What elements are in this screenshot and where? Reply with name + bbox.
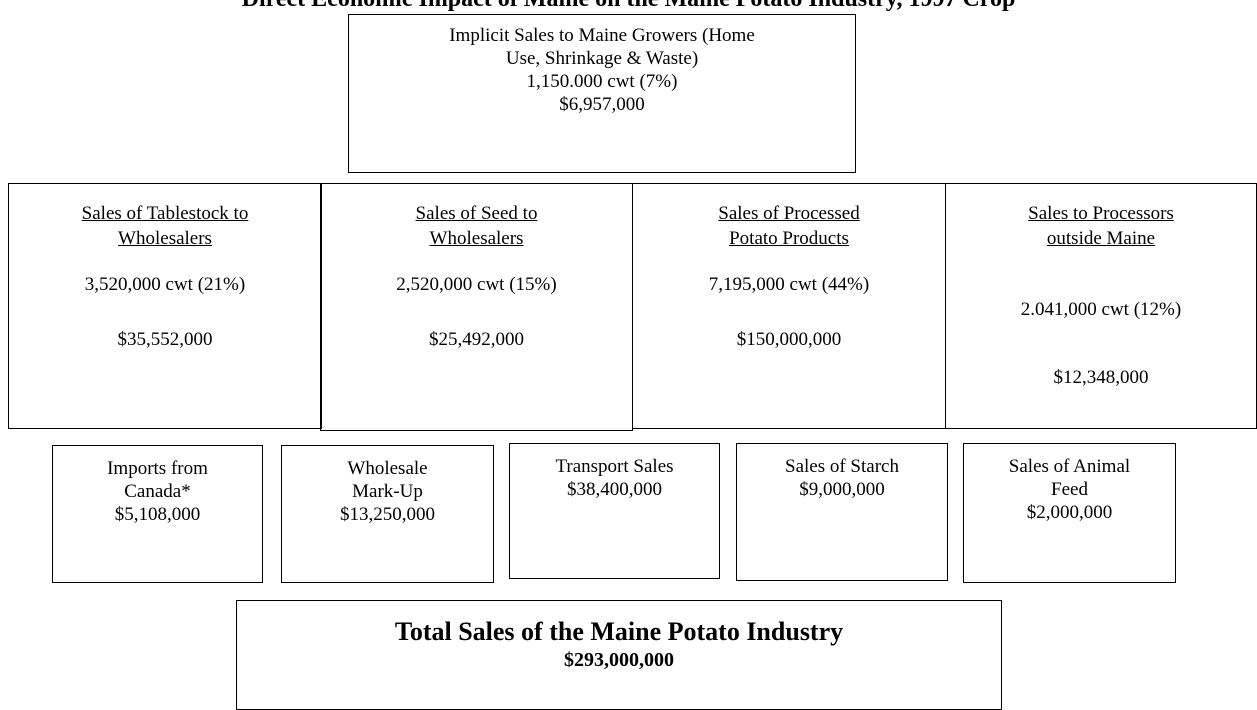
box-text: Sales of Animal xyxy=(1008,456,1131,477)
box-heading: Sales of Tablestock to xyxy=(81,203,249,224)
middle-box: Sales of Seed to Wholesalers 2,520,000 cwt… xyxy=(320,183,633,431)
total-title: Total Sales of the Maine Potato Industry xyxy=(394,617,844,646)
box-heading: Sales of Processed xyxy=(718,203,860,224)
box-text: 1,150.000 cwt (7%) xyxy=(526,71,678,92)
box-heading: Sales of Seed to xyxy=(415,203,538,224)
box-volume: 2.041,000 cwt (12%) xyxy=(1020,299,1182,320)
box-text: Implicit Sales to Maine Growers (Home xyxy=(449,25,755,46)
box-heading: outside Maine xyxy=(1046,228,1156,249)
box-text: $9,000,000 xyxy=(799,479,885,500)
box-value: $35,552,000 xyxy=(117,329,213,350)
box-value: $25,492,000 xyxy=(429,329,524,350)
bottom-box: Wholesale Mark-Up $13,250,000 xyxy=(281,445,494,583)
box-text: Mark-Up xyxy=(352,481,423,502)
box-text: $13,250,000 xyxy=(340,504,435,525)
box-text: $6,957,000 xyxy=(559,94,645,115)
box-text: $5,108,000 xyxy=(114,504,201,525)
box-value: $150,000,000 xyxy=(736,329,842,350)
box-text: Transport Sales xyxy=(555,456,674,477)
box-heading: Wholesalers xyxy=(118,228,212,249)
box-text: Sales of Starch xyxy=(785,456,899,477)
middle-box: Sales of Processed Potato Products 7,195,0… xyxy=(632,183,946,429)
bottom-box: Sales of Animal Feed $2,000,000 xyxy=(963,443,1176,583)
box-text: Imports from xyxy=(107,458,208,479)
middle-box: Sales of Tablestock to Wholesalers 3,520,0… xyxy=(8,183,322,429)
box-heading: Wholesalers xyxy=(429,228,524,249)
box-text: $38,400,000 xyxy=(567,479,662,500)
diagram-title: Direct Economic Impact of Maine on the M… xyxy=(0,0,1257,13)
middle-box: Sales to Processors outside Maine 2.041,00… xyxy=(945,183,1257,429)
top-box: Implicit Sales to Maine Growers (Home Use… xyxy=(348,14,856,173)
bottom-box: Transport Sales $38,400,000 xyxy=(509,443,720,579)
box-text: Use, Shrinkage & Waste) xyxy=(505,48,699,69)
box-value: $12,348,000 xyxy=(1053,367,1149,388)
box-heading: Potato Products xyxy=(729,228,849,249)
box-text: $2,000,000 xyxy=(1026,502,1113,523)
box-volume: 3,520,000 cwt (21%) xyxy=(84,274,246,295)
bottom-box: Imports from Canada* $5,108,000 xyxy=(52,445,263,583)
box-volume: 7,195,000 cwt (44%) xyxy=(708,274,870,295)
box-volume: 2,520,000 cwt (15%) xyxy=(396,274,557,295)
box-text: Wholesale xyxy=(347,458,428,479)
box-text: Canada* xyxy=(124,481,191,502)
box-text: Feed xyxy=(1051,479,1088,500)
total-box: Total Sales of the Maine Potato Industry… xyxy=(236,600,1002,710)
total-value: $293,000,000 xyxy=(564,649,674,671)
bottom-box: Sales of Starch $9,000,000 xyxy=(736,443,948,581)
box-heading: Sales to Processors xyxy=(1028,203,1174,224)
